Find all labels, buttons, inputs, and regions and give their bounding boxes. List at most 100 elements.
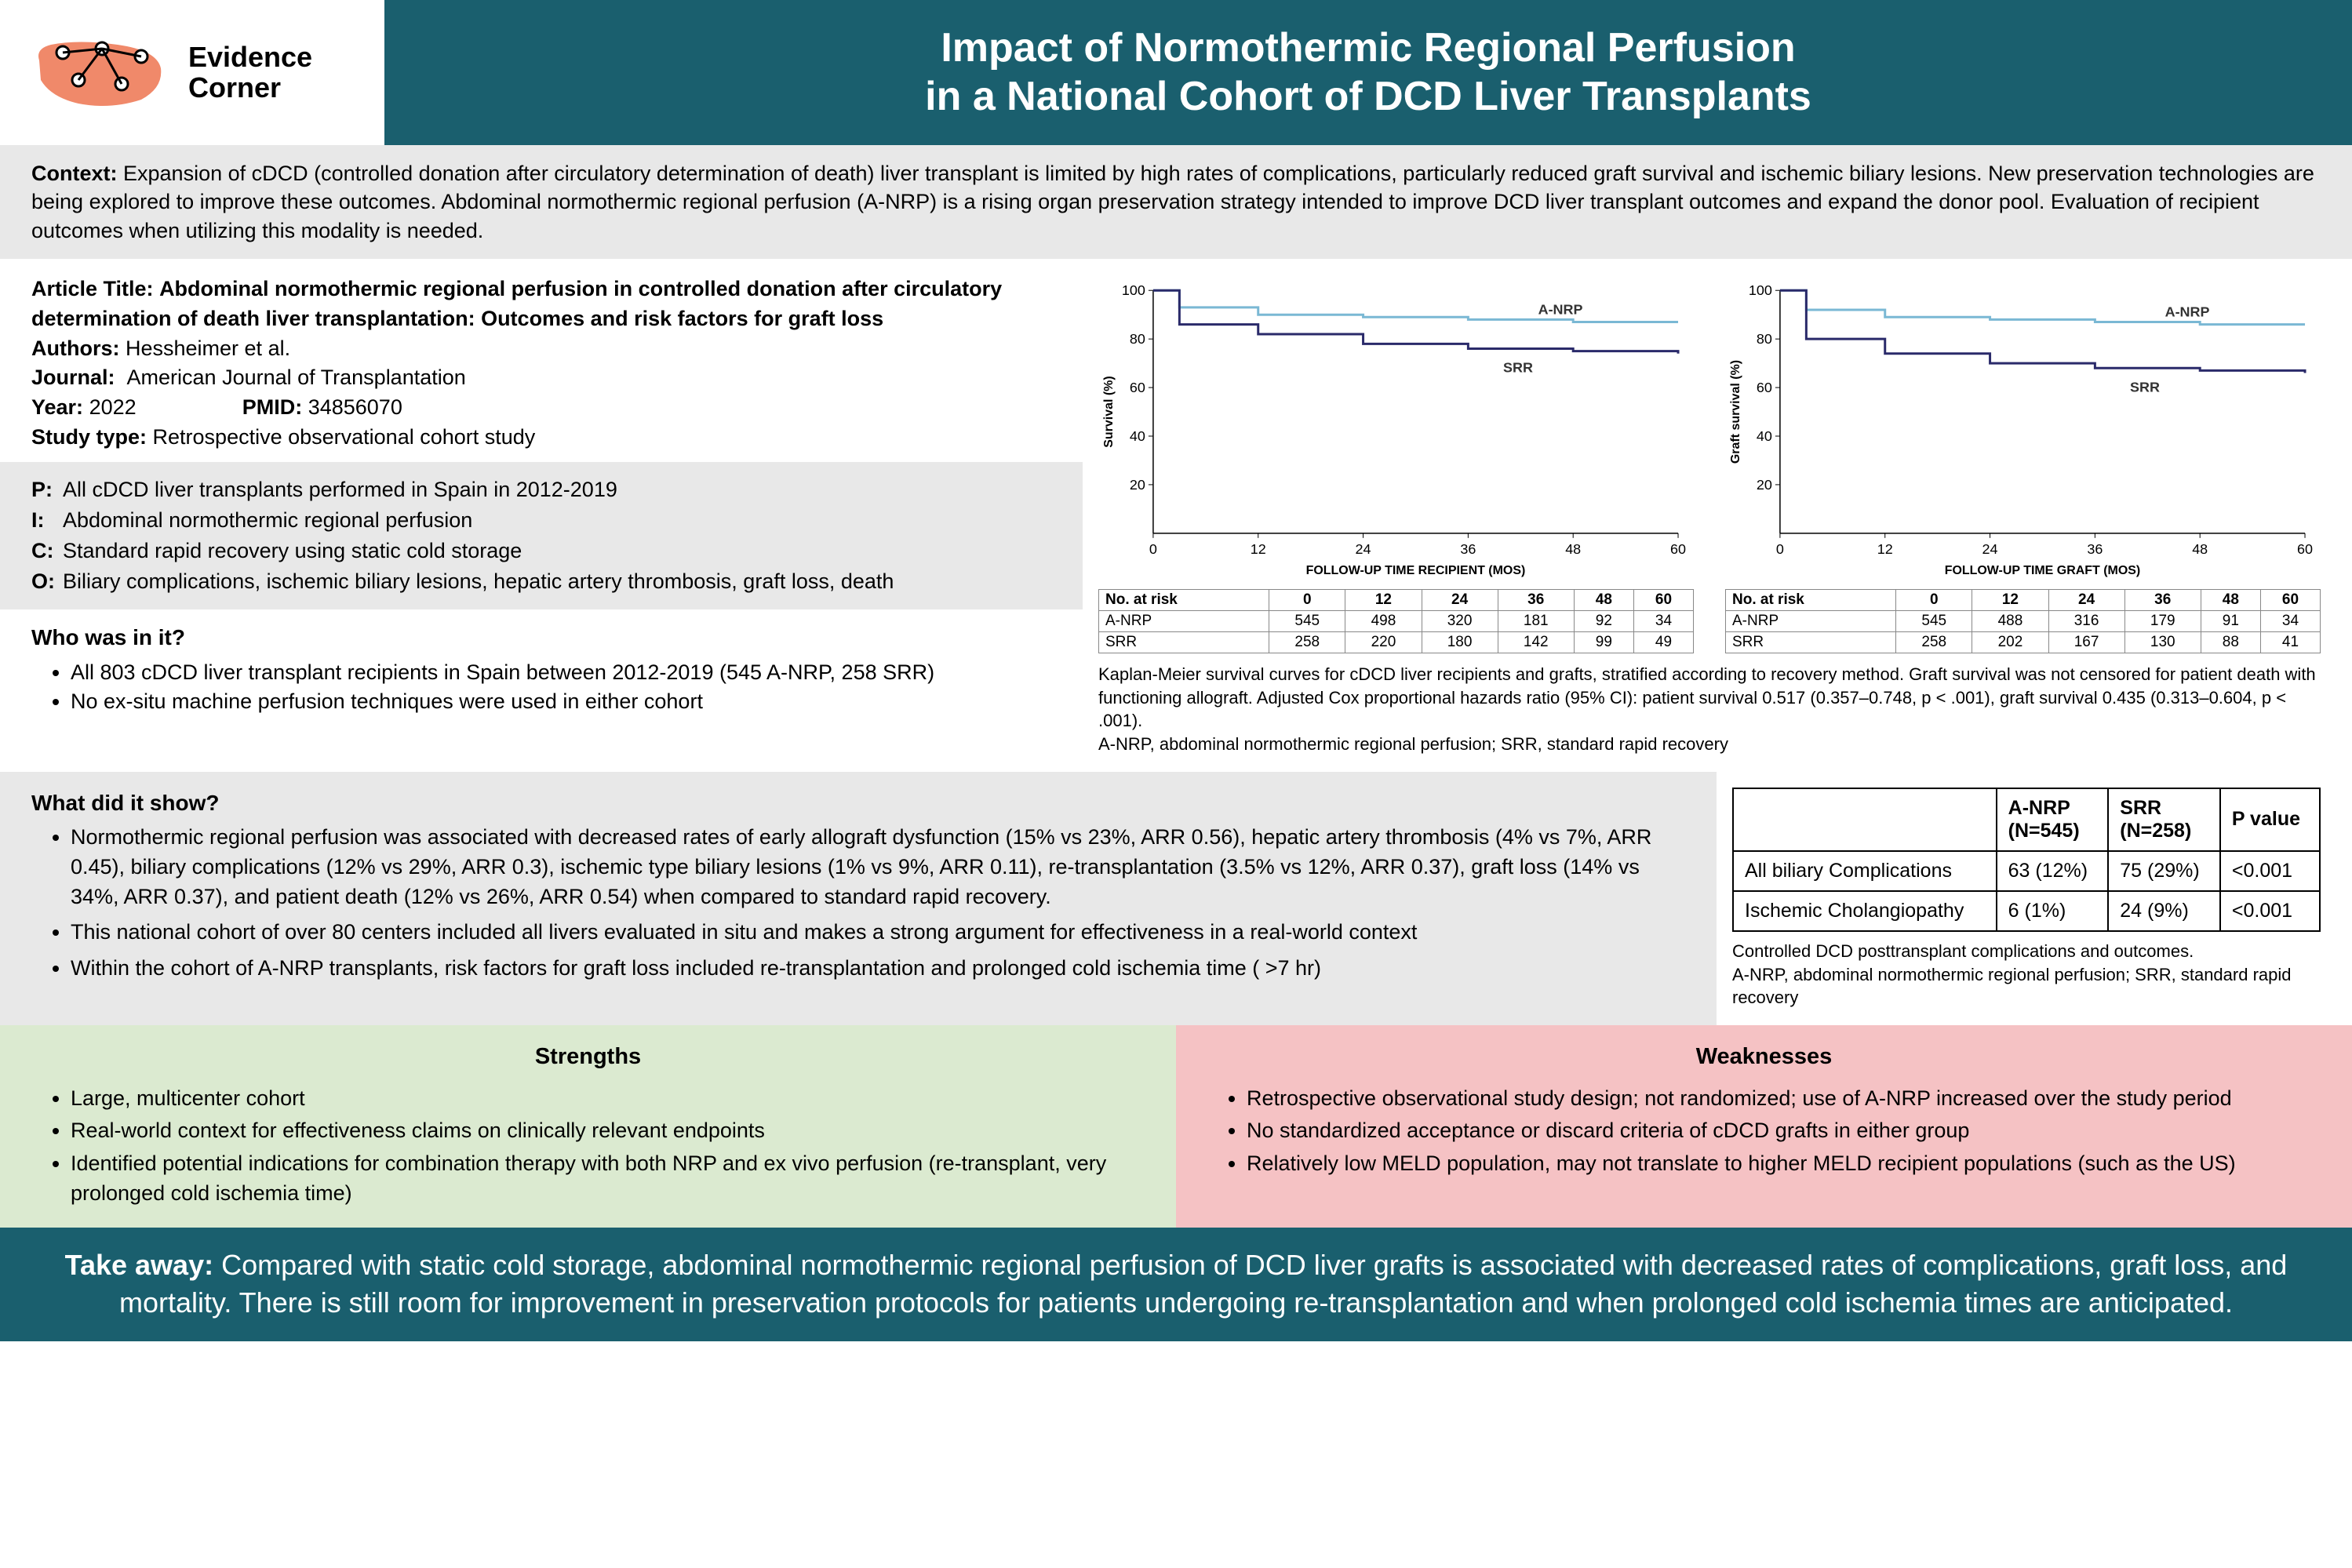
svg-text:40: 40: [1757, 428, 1772, 444]
table-cell: <0.001: [2220, 891, 2320, 931]
atrisk-header: 48: [2201, 590, 2260, 611]
atrisk-cell: 130: [2124, 632, 2201, 653]
pmid-label: PMID:: [242, 395, 303, 419]
svg-text:48: 48: [2192, 541, 2208, 557]
svg-text:36: 36: [2087, 541, 2103, 557]
chart-caption: Kaplan-Meier survival curves for cDCD li…: [1098, 663, 2321, 756]
strengths-heading: Strengths: [31, 1041, 1145, 1073]
context-block: Context: Expansion of cDCD (controlled d…: [0, 145, 2352, 259]
liver-network-icon: [31, 33, 173, 111]
results-heading: What did it show?: [31, 788, 1685, 818]
svg-text:60: 60: [1757, 380, 1772, 395]
atrisk-header: 12: [1972, 590, 2048, 611]
atrisk-header: No. at risk: [1099, 590, 1269, 611]
svg-text:0: 0: [1149, 541, 1157, 557]
brand-name: Evidence Corner: [188, 42, 312, 104]
atrisk-cell: 202: [1972, 632, 2048, 653]
atrisk-cell: 181: [1498, 611, 1574, 632]
title-block: Impact of Normothermic Regional Perfusio…: [384, 0, 2352, 145]
list-item: Relatively low MELD population, may not …: [1247, 1149, 2321, 1179]
atrisk-cell: 258: [1896, 632, 1972, 653]
svg-text:A-NRP: A-NRP: [2165, 304, 2210, 320]
type-label: Study type:: [31, 425, 147, 449]
who-list: All 803 cDCD liver transplant recipients…: [31, 658, 1051, 718]
atrisk-cell: 220: [1345, 632, 1422, 653]
atrisk-cell: 545: [1269, 611, 1345, 632]
atrisk-header: 48: [1574, 590, 1633, 611]
atrisk-cell: A-NRP: [1726, 611, 1896, 632]
table-cell: <0.001: [2220, 851, 2320, 891]
svg-text:100: 100: [1749, 282, 1772, 298]
svg-text:24: 24: [1982, 541, 1998, 557]
atrisk-cell: 34: [1633, 611, 1693, 632]
atrisk-header: 24: [1422, 590, 1498, 611]
atrisk-cell: 49: [1633, 632, 1693, 653]
svg-text:20: 20: [1757, 477, 1772, 493]
atrisk-header: 12: [1345, 590, 1422, 611]
svg-text:A-NRP: A-NRP: [1538, 302, 1583, 318]
atrisk-header: 0: [1269, 590, 1345, 611]
results-list: Normothermic regional perfusion was asso…: [31, 823, 1685, 984]
atrisk-cell: 34: [2260, 611, 2320, 632]
mid-left: Article Title: Abdominal normothermic re…: [0, 259, 1083, 772]
svg-text:FOLLOW-UP TIME GRAFT (MOS): FOLLOW-UP TIME GRAFT (MOS): [1945, 564, 2141, 577]
svg-text:12: 12: [1251, 541, 1266, 557]
header: Evidence Corner Impact of Normothermic R…: [0, 0, 2352, 145]
pico-p-label: P:: [31, 475, 63, 505]
pico-i-label: I:: [31, 505, 63, 536]
atrisk-cell: 316: [2048, 611, 2124, 632]
atrisk-cell: 498: [1345, 611, 1422, 632]
atrisk-cell: 91: [2201, 611, 2260, 632]
list-item: All 803 cDCD liver transplant recipients…: [71, 658, 1051, 688]
svg-text:60: 60: [1670, 541, 1686, 557]
svg-text:36: 36: [1460, 541, 1476, 557]
list-item: Within the cohort of A-NRP transplants, …: [71, 954, 1685, 984]
comp-caption: Controlled DCD posttransplant complicati…: [1732, 940, 2321, 1010]
pico-c: Standard rapid recovery using static col…: [63, 536, 522, 566]
atrisk-table-1: No. at risk01224364860A-NRP5454983201819…: [1098, 589, 1694, 653]
article-title-label: Article Title:: [31, 277, 154, 300]
page-title: Impact of Normothermic Regional Perfusio…: [925, 24, 1811, 122]
chart-patient-survival: 2040608010001224364860FOLLOW-UP TIME REC…: [1098, 282, 1694, 653]
list-item: Real-world context for effectiveness cla…: [71, 1116, 1145, 1146]
atrisk-header: 60: [2260, 590, 2320, 611]
pico-p: All cDCD liver transplants performed in …: [63, 475, 617, 505]
strengths-block: Strengths Large, multicenter cohortReal-…: [0, 1025, 1176, 1228]
atrisk-cell: SRR: [1726, 632, 1896, 653]
list-item: Identified potential indications for com…: [71, 1149, 1145, 1209]
logo-block: Evidence Corner: [0, 0, 384, 145]
svg-text:0: 0: [1776, 541, 1784, 557]
atrisk-cell: 180: [1422, 632, 1498, 653]
complications-table: A-NRP(N=545)SRR(N=258)P valueAll biliary…: [1732, 788, 2321, 932]
svg-text:12: 12: [1877, 541, 1893, 557]
list-item: No standardized acceptance or discard cr…: [1247, 1116, 2321, 1146]
table-header: SRR(N=258): [2108, 788, 2220, 851]
weaknesses-heading: Weaknesses: [1207, 1041, 2321, 1073]
table-cell: 63 (12%): [1997, 851, 2109, 891]
takeaway-block: Take away: Compared with static cold sto…: [0, 1228, 2352, 1341]
atrisk-cell: 92: [1574, 611, 1633, 632]
atrisk-cell: 179: [2124, 611, 2201, 632]
results-right: A-NRP(N=545)SRR(N=258)P valueAll biliary…: [1717, 772, 2352, 1025]
svg-text:48: 48: [1565, 541, 1581, 557]
results-left: What did it show? Normothermic regional …: [0, 772, 1717, 1025]
pico-o-label: O:: [31, 566, 63, 597]
context-label: Context:: [31, 162, 118, 185]
list-item: Large, multicenter cohort: [71, 1084, 1145, 1114]
svg-text:20: 20: [1130, 477, 1145, 493]
km-chart-1: 2040608010001224364860FOLLOW-UP TIME REC…: [1098, 282, 1694, 580]
table-cell: 24 (9%): [2108, 891, 2220, 931]
atrisk-cell: 545: [1896, 611, 1972, 632]
takeaway-text: Compared with static cold storage, abdom…: [119, 1249, 2287, 1319]
atrisk-header: 0: [1896, 590, 1972, 611]
year-label: Year:: [31, 395, 83, 419]
km-chart-2: 2040608010001224364860FOLLOW-UP TIME GRA…: [1725, 282, 2321, 580]
atrisk-header: 60: [1633, 590, 1693, 611]
pico-c-label: C:: [31, 536, 63, 566]
atrisk-cell: 88: [2201, 632, 2260, 653]
svg-text:80: 80: [1130, 331, 1145, 347]
atrisk-header: 36: [1498, 590, 1574, 611]
svg-text:SRR: SRR: [1503, 360, 1533, 376]
strengths-weaknesses: Strengths Large, multicenter cohortReal-…: [0, 1025, 2352, 1228]
atrisk-cell: 41: [2260, 632, 2320, 653]
